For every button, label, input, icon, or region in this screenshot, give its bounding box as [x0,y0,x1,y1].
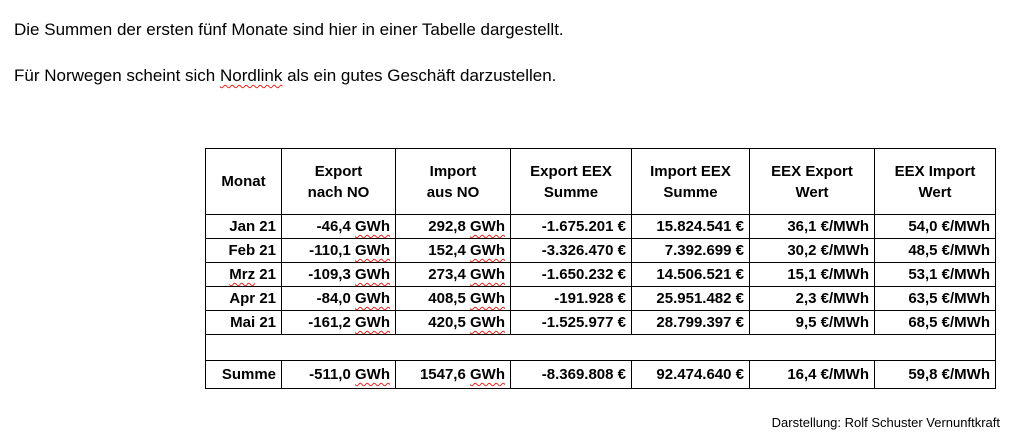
unit-gwh: GWh [470,366,505,383]
cell-import: 420,5 GWh [395,310,511,335]
table-spacer-row [205,334,996,361]
cell-month: Feb 21 [205,238,282,263]
cell-import: 408,5 GWh [395,286,511,311]
cell-eex-export-wert: 30,2 €/MWh [749,238,875,263]
cell-import-eex: 28.799.397 € [631,310,750,335]
cell-export: -46,4 GWh [281,214,396,239]
header-export: Export nach NO [281,148,396,215]
cell-eex-import-wert: 63,5 €/MWh [874,286,996,311]
cell-export-eex: -8.369.808 € [510,360,632,389]
cell-import: 1547,6 GWh [395,360,511,389]
cell-eex-export-wert: 16,4 €/MWh [749,360,875,389]
cell-eex-import-wert: 53,1 €/MWh [874,262,996,287]
cell-import: 292,8 GWh [395,214,511,239]
cell-eex-import-wert: 54,0 €/MWh [874,214,996,239]
header-import-eex: Import EEX Summe [631,148,750,215]
cell-export: -110,1 GWh [281,238,396,263]
cell-export-eex: -1.525.977 € [510,310,632,335]
cell-import-eex: 15.824.541 € [631,214,750,239]
table-row: Mai 21 -161,2 GWh 420,5 GWh -1.525.977 €28.… [205,310,996,335]
paragraph-text-before: Für Norwegen scheint sich [14,66,220,85]
cell-month: Apr 21 [205,286,282,311]
header-monat: Monat [205,148,282,215]
intro-paragraph: Die Summen der ersten fünf Monate sind h… [14,20,564,39]
cell-month: Mrz 21 [205,262,282,287]
cell-export: -161,2 GWh [281,310,396,335]
table-row: Apr 21 -84,0 GWh 408,5 GWh -191.928 €25.951… [205,286,996,311]
cell-import: 152,4 GWh [395,238,511,263]
header-import: Import aus NO [395,148,511,215]
cell-export-eex: -1.675.201 € [510,214,632,239]
header-eex-import-wert: EEX Import Wert [874,148,996,215]
cell-month: Jan 21 [205,214,282,239]
unit-gwh: GWh [355,366,390,383]
unit-gwh: GWh [355,314,390,331]
cell-import-eex: 7.392.699 € [631,238,750,263]
cell-export-eex: -3.326.470 € [510,238,632,263]
nordlink-paragraph: Für Norwegen scheint sich Nordlink als e… [14,65,556,87]
paragraph-text-after: als ein gutes Geschäft darzustellen. [282,66,557,85]
cell-export: -84,0 GWh [281,286,396,311]
unit-gwh: GWh [470,266,505,283]
unit-gwh: GWh [355,266,390,283]
cell-export: -109,3 GWh [281,262,396,287]
unit-gwh: GWh [470,218,505,235]
unit-gwh: GWh [470,290,505,307]
cell-import: 273,4 GWh [395,262,511,287]
cell-eex-export-wert: 2,3 €/MWh [749,286,875,311]
table-sum-row: Summe -511,0 GWh 1547,6 GWh -8.369.808 €92.… [205,360,996,389]
unit-gwh: GWh [470,314,505,331]
cell-eex-import-wert: 59,8 €/MWh [874,360,996,389]
credit-line: Darstellung: Rolf Schuster Vernunftkraft [771,415,1000,430]
header-export-eex: Export EEX Summe [510,148,632,215]
cell-eex-export-wert: 36,1 €/MWh [749,214,875,239]
cell-month: Mai 21 [205,310,282,335]
unit-gwh: GWh [355,242,390,259]
unit-gwh: GWh [355,290,390,307]
cell-export-eex: -1.650.232 € [510,262,632,287]
cell-import-eex: 25.951.482 € [631,286,750,311]
unit-gwh: GWh [355,218,390,235]
spacer-cell [205,334,996,361]
table-row: Feb 21 -110,1 GWh 152,4 GWh -3.326.470 €7.3… [205,238,996,263]
cell-eex-export-wert: 9,5 €/MWh [749,310,875,335]
month-abbrev-spellcheck: Mrz [229,266,256,283]
nordlink-word: Nordlink [219,66,283,85]
cell-import-eex: 14.506.521 € [631,262,750,287]
header-eex-export-wert: EEX Export Wert [749,148,875,215]
cell-eex-export-wert: 15,1 €/MWh [749,262,875,287]
cell-eex-import-wert: 48,5 €/MWh [874,238,996,263]
table-row: Jan 21 -46,4 GWh 292,8 GWh -1.675.201 €15.8… [205,214,996,239]
cell-eex-import-wert: 68,5 €/MWh [874,310,996,335]
cell-import-eex: 92.474.640 € [631,360,750,389]
unit-gwh: GWh [470,242,505,259]
table-body: Jan 21 -46,4 GWh 292,8 GWh -1.675.201 €15.8… [205,214,996,389]
cell-month: Summe [205,360,282,389]
table-row: Mrz 21 -109,3 GWh 273,4 GWh -1.650.232 €14.… [205,262,996,287]
table-header-row: Monat Export nach NO Import aus NO Export … [205,148,996,215]
summary-table: Monat Export nach NO Import aus NO Export … [205,148,996,389]
cell-export-eex: -191.928 € [510,286,632,311]
cell-export: -511,0 GWh [281,360,396,389]
